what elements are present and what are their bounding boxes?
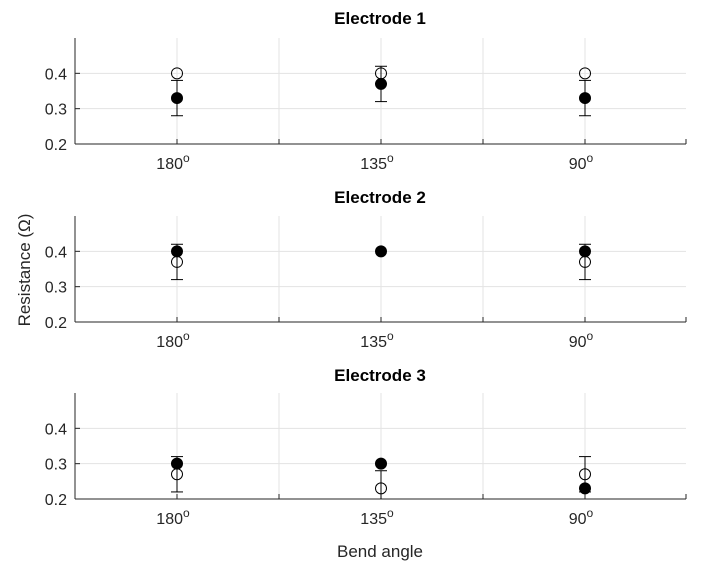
x-tick-label: 180o: [156, 329, 190, 351]
x-tick-label: 180o: [156, 151, 190, 173]
data-point-filled: [171, 457, 183, 470]
subplot-2: 0.2 0.3 0.4 180o 135o 90o Electrode 2: [45, 188, 687, 351]
data-point-open: [579, 67, 591, 80]
y-tick-label: 0.4: [45, 244, 67, 261]
data-point-open: [171, 67, 183, 80]
data-point-filled: [375, 77, 387, 90]
data-point-filled: [375, 457, 387, 470]
data-point-open: [171, 255, 183, 268]
y-axis-label: Resistance (Ω): [15, 214, 34, 327]
y-tick-label: 0.2: [45, 315, 67, 332]
data-point-open: [579, 468, 591, 481]
y-tick-label: 0.2: [45, 492, 67, 509]
x-tick-label: 90o: [569, 329, 594, 351]
y-tick-label: 0.3: [45, 102, 67, 119]
subplot-title: Electrode 2: [334, 188, 426, 207]
data-point-filled: [579, 245, 591, 258]
x-tick-label: 135o: [360, 506, 394, 528]
x-tick-label: 180o: [156, 506, 190, 528]
subplot-title: Electrode 1: [334, 9, 426, 28]
data-point-open: [375, 482, 387, 495]
subplot-3: 0.2 0.3 0.4 180o 135o 90o Electrode 3: [45, 366, 687, 528]
data-point-open: [171, 468, 183, 481]
y-tick-label: 0.3: [45, 280, 67, 297]
data-point-filled: [579, 92, 591, 105]
data-point-filled: [579, 482, 591, 495]
x-tick-label: 135o: [360, 329, 394, 351]
y-tick-label: 0.4: [45, 421, 67, 438]
data-point-open: [375, 67, 387, 80]
data-point-filled: [171, 245, 183, 258]
x-tick-label: 90o: [569, 151, 594, 173]
data-point-open: [579, 255, 591, 268]
y-tick-label: 0.2: [45, 137, 67, 154]
y-tick-label: 0.4: [45, 66, 67, 83]
subplot-title: Electrode 3: [334, 366, 426, 385]
x-axis-label: Bend angle: [337, 542, 423, 561]
y-tick-label: 0.3: [45, 457, 67, 474]
data-point-filled: [375, 245, 387, 258]
x-tick-label: 135o: [360, 151, 394, 173]
data-point-filled: [171, 92, 183, 105]
subplot-1: 0.2 0.3 0.4 180o 135o 90o Electrode 1: [45, 9, 687, 173]
x-tick-label: 90o: [569, 506, 594, 528]
